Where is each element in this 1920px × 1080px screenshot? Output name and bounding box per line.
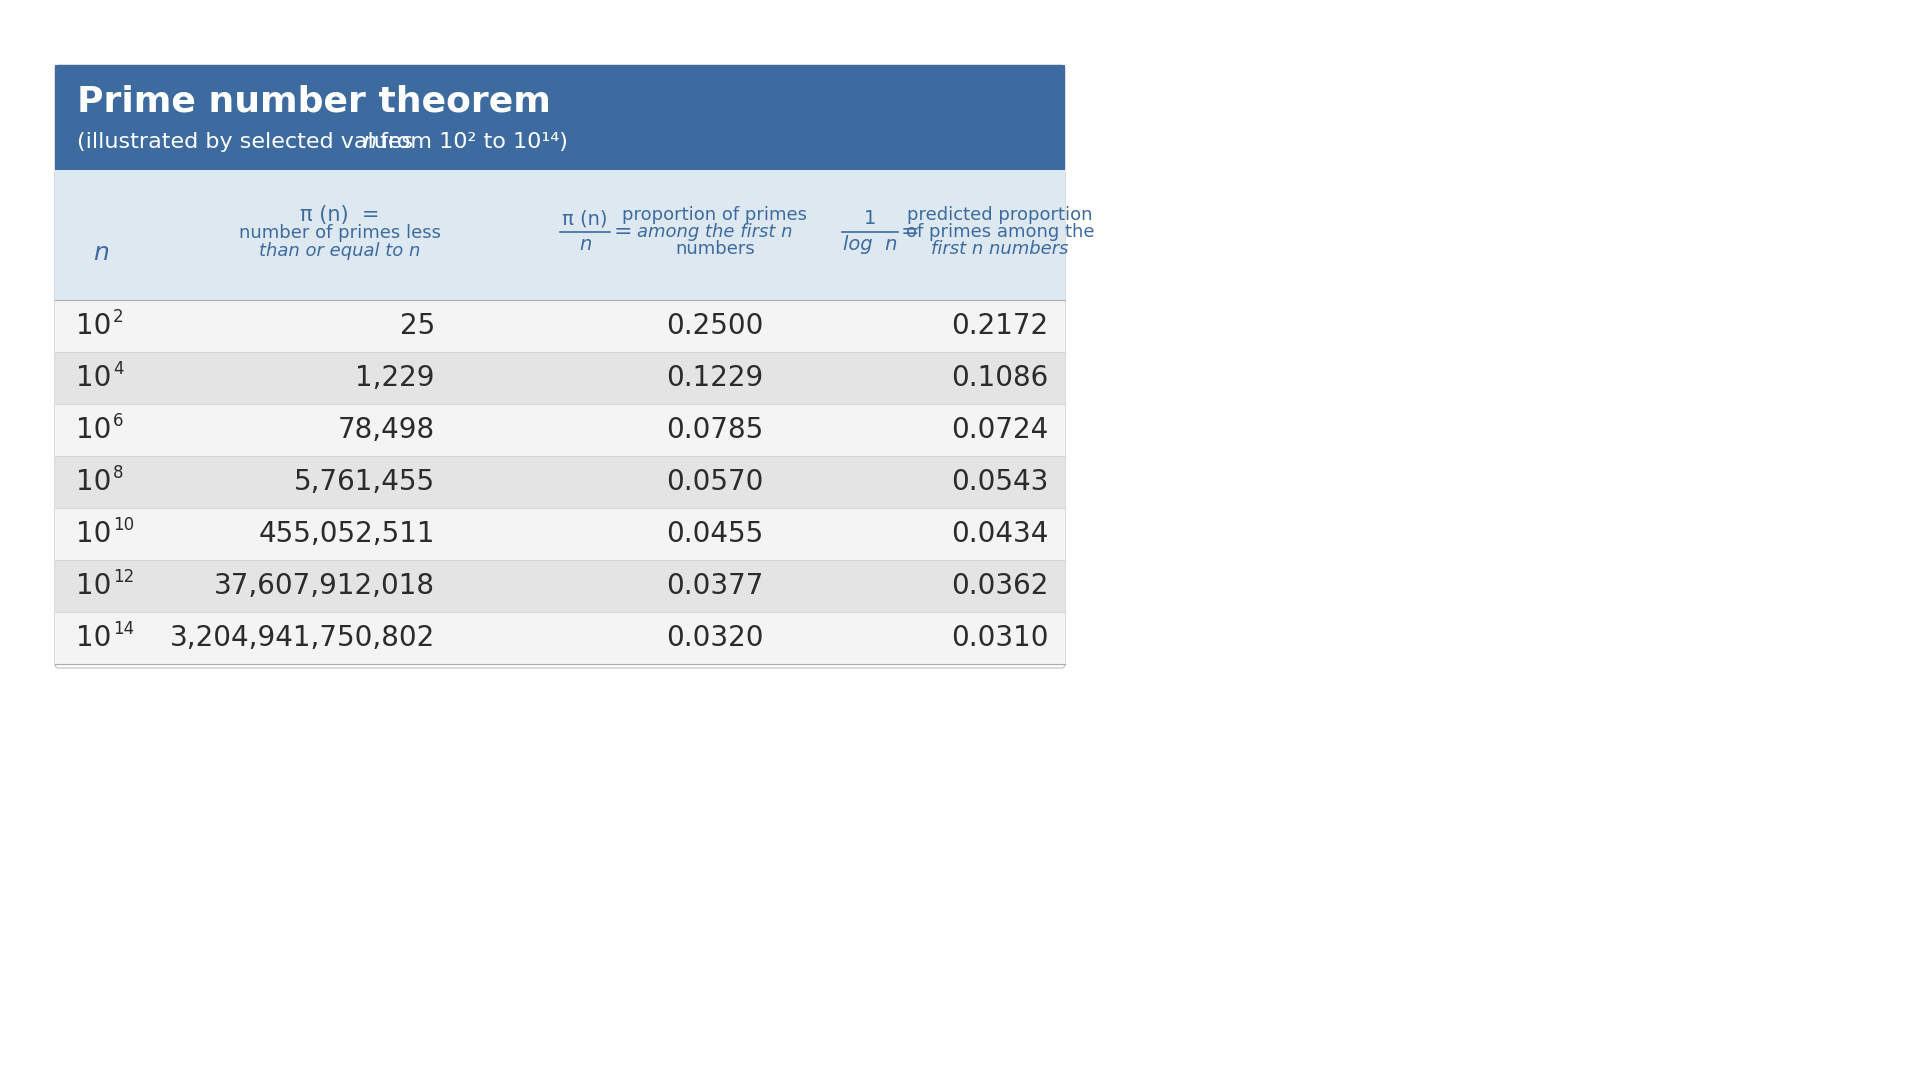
Text: 0.0570: 0.0570 bbox=[666, 468, 764, 496]
Text: 10: 10 bbox=[75, 468, 111, 496]
Text: 0.0434: 0.0434 bbox=[950, 519, 1048, 548]
Text: π (n)  =: π (n) = bbox=[300, 205, 380, 225]
Text: n: n bbox=[92, 241, 109, 265]
Text: numbers: numbers bbox=[676, 240, 755, 258]
Text: 0.0724: 0.0724 bbox=[952, 416, 1048, 444]
Text: 0.2500: 0.2500 bbox=[666, 312, 764, 340]
FancyBboxPatch shape bbox=[56, 404, 1066, 456]
FancyBboxPatch shape bbox=[56, 65, 1066, 669]
Text: proportion of primes: proportion of primes bbox=[622, 206, 808, 224]
Text: 3,204,941,750,802: 3,204,941,750,802 bbox=[169, 624, 436, 652]
Text: 10: 10 bbox=[75, 364, 111, 392]
Text: 0.0785: 0.0785 bbox=[666, 416, 764, 444]
Text: 10: 10 bbox=[75, 624, 111, 652]
Text: 25: 25 bbox=[399, 312, 436, 340]
FancyBboxPatch shape bbox=[56, 352, 1066, 404]
FancyBboxPatch shape bbox=[56, 612, 1066, 664]
Text: of primes among the: of primes among the bbox=[906, 222, 1094, 241]
Text: 5,761,455: 5,761,455 bbox=[294, 468, 436, 496]
FancyBboxPatch shape bbox=[56, 300, 1066, 352]
FancyBboxPatch shape bbox=[56, 508, 1066, 561]
Text: 0.0543: 0.0543 bbox=[950, 468, 1048, 496]
Text: 0.0377: 0.0377 bbox=[666, 572, 764, 600]
Text: =: = bbox=[614, 222, 632, 242]
Text: Prime number theorem: Prime number theorem bbox=[77, 84, 551, 119]
FancyBboxPatch shape bbox=[56, 65, 1066, 170]
Text: n: n bbox=[578, 235, 591, 255]
Text: 0.1229: 0.1229 bbox=[666, 364, 764, 392]
Text: 10: 10 bbox=[75, 572, 111, 600]
Text: 455,052,511: 455,052,511 bbox=[259, 519, 436, 548]
Text: π (n): π (n) bbox=[563, 210, 609, 229]
Text: first n numbers: first n numbers bbox=[931, 240, 1069, 258]
Text: 0.0362: 0.0362 bbox=[950, 572, 1048, 600]
Text: number of primes less: number of primes less bbox=[238, 224, 442, 242]
Text: 12: 12 bbox=[113, 568, 134, 586]
Text: 78,498: 78,498 bbox=[338, 416, 436, 444]
FancyBboxPatch shape bbox=[56, 456, 1066, 508]
Text: 10: 10 bbox=[75, 312, 111, 340]
Text: n: n bbox=[363, 132, 376, 151]
Text: 10: 10 bbox=[75, 416, 111, 444]
Text: 0.0455: 0.0455 bbox=[666, 519, 764, 548]
Text: than or equal to n: than or equal to n bbox=[259, 242, 420, 260]
Text: 8: 8 bbox=[113, 464, 123, 482]
Text: 0.0310: 0.0310 bbox=[950, 624, 1048, 652]
Text: 0.2172: 0.2172 bbox=[952, 312, 1048, 340]
Text: 4: 4 bbox=[113, 360, 123, 378]
Text: among the first n: among the first n bbox=[637, 222, 793, 241]
Text: =: = bbox=[900, 222, 920, 242]
Text: predicted proportion: predicted proportion bbox=[908, 206, 1092, 224]
Text: log  n: log n bbox=[843, 235, 897, 255]
Text: 6: 6 bbox=[113, 411, 123, 430]
Text: 1: 1 bbox=[864, 210, 876, 229]
Text: 2: 2 bbox=[113, 308, 123, 326]
Text: from 10² to 10¹⁴): from 10² to 10¹⁴) bbox=[372, 132, 568, 151]
Text: 1,229: 1,229 bbox=[355, 364, 436, 392]
FancyBboxPatch shape bbox=[56, 170, 1066, 300]
Text: 0.1086: 0.1086 bbox=[952, 364, 1048, 392]
Text: 37,607,912,018: 37,607,912,018 bbox=[213, 572, 436, 600]
Text: 0.0320: 0.0320 bbox=[666, 624, 764, 652]
Text: 10: 10 bbox=[113, 516, 134, 534]
Text: 10: 10 bbox=[75, 519, 111, 548]
Text: 14: 14 bbox=[113, 620, 134, 638]
FancyBboxPatch shape bbox=[56, 561, 1066, 612]
Text: (illustrated by selected values: (illustrated by selected values bbox=[77, 132, 420, 151]
